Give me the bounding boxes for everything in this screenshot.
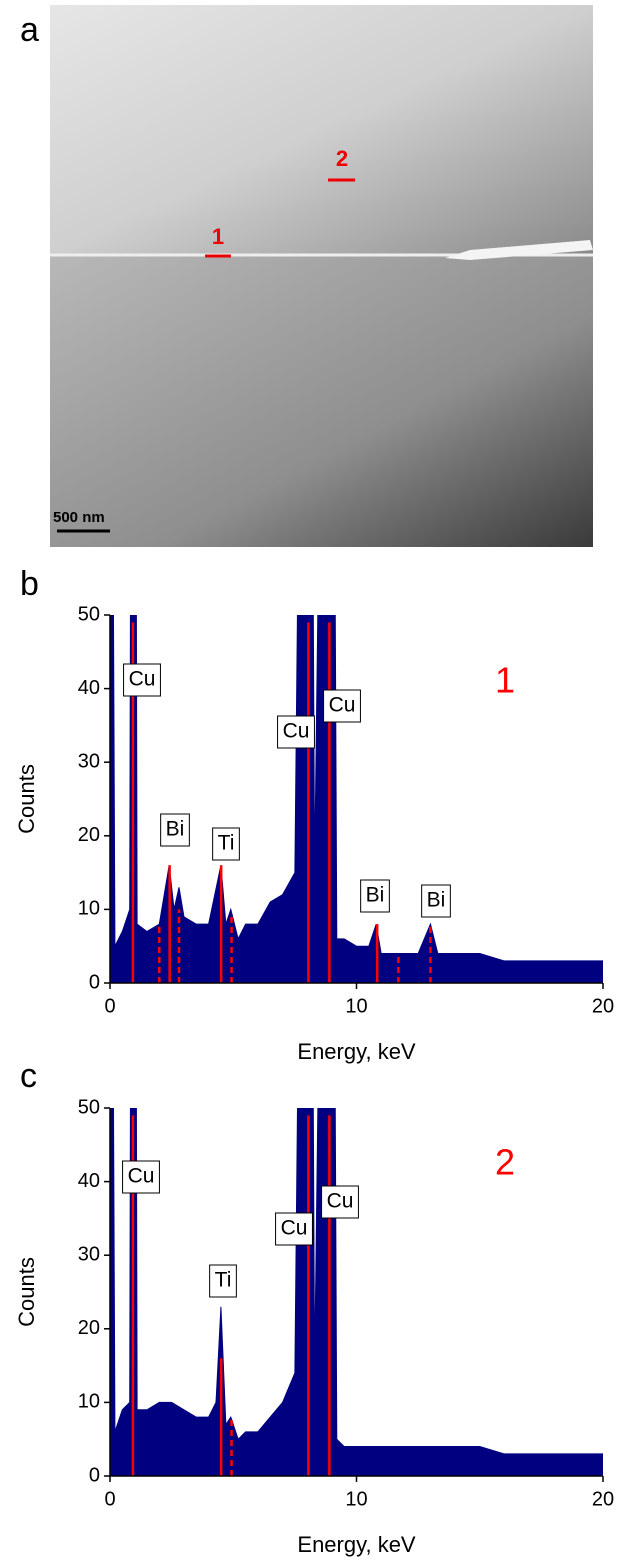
scale-bar-label: 500 nm	[53, 509, 105, 526]
spectrum-label: 2	[495, 1142, 515, 1183]
y-tick-label: 30	[78, 1243, 100, 1265]
annotation-box	[122, 1160, 160, 1194]
spectrum	[110, 615, 603, 983]
annotation-box	[209, 1264, 237, 1298]
x-axis-label: Energy, keV	[297, 1039, 416, 1064]
panel-label: c	[20, 1057, 37, 1095]
peak-annotation: Cu	[129, 668, 156, 691]
panel-label: a	[20, 11, 39, 49]
peak-annotation: Bi	[366, 884, 385, 907]
y-tick-label: 40	[78, 677, 100, 699]
y-tick-label: 30	[78, 750, 100, 772]
annotation-box	[275, 1212, 313, 1246]
annotation-box	[323, 689, 361, 723]
spectrum-label: 1	[495, 660, 515, 701]
y-tick-label: 10	[78, 898, 100, 920]
upper-grain	[50, 5, 593, 255]
peak-annotation: Cu	[281, 1217, 308, 1240]
y-tick-label: 20	[78, 1317, 100, 1339]
annotation-box	[421, 884, 451, 918]
panel-label: b	[20, 565, 39, 603]
y-tick-label: 40	[78, 1170, 100, 1192]
x-tick-label: 20	[592, 995, 614, 1017]
y-axis-label: Counts	[14, 1257, 39, 1327]
peak-annotation: Bi	[427, 889, 446, 912]
annotation-box	[212, 827, 240, 861]
boundary-feature	[445, 240, 593, 260]
x-tick-label: 20	[592, 1488, 614, 1510]
lower-grain	[50, 255, 593, 547]
y-tick-label: 0	[89, 1464, 100, 1486]
y-tick-label: 50	[78, 603, 100, 625]
spectrum-plot	[110, 615, 603, 983]
spectrum	[110, 1108, 603, 1476]
annotation-box	[123, 663, 161, 697]
x-tick-label: 10	[345, 1488, 367, 1510]
x-axis-label: Energy, keV	[297, 1532, 416, 1557]
y-tick-label: 0	[89, 971, 100, 993]
peak-annotation: Ti	[218, 832, 235, 855]
x-tick-label: 0	[104, 995, 115, 1017]
peak-annotation: Ti	[215, 1269, 232, 1292]
tem-image: 1 2 500 nm	[50, 5, 593, 547]
x-tick-label: 10	[345, 995, 367, 1017]
y-tick-label: 20	[78, 824, 100, 846]
peak-annotation: Cu	[128, 1165, 155, 1188]
annotation-box	[277, 715, 315, 749]
y-tick-label: 10	[78, 1391, 100, 1413]
spot-label: 2	[336, 146, 348, 171]
spot-label: 1	[212, 224, 224, 249]
peak-annotation: Cu	[327, 1190, 354, 1213]
annotation-box	[321, 1185, 359, 1219]
peak-annotation: Cu	[329, 694, 356, 717]
annotation-box	[160, 813, 190, 847]
y-axis-label: Counts	[14, 764, 39, 834]
annotation-box	[360, 879, 390, 913]
peak-annotation: Cu	[283, 720, 310, 743]
peak-annotation: Bi	[166, 818, 185, 841]
y-tick-label: 50	[78, 1096, 100, 1118]
x-tick-label: 0	[104, 1488, 115, 1510]
